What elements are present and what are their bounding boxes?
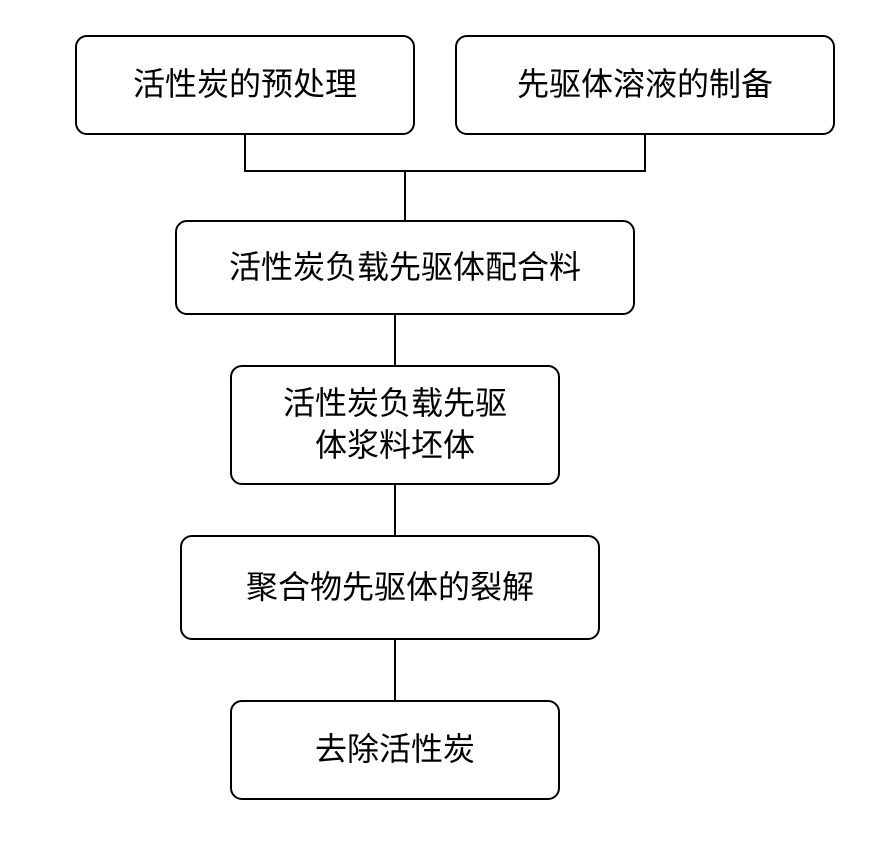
flowchart-container: 活性炭的预处理 先驱体溶液的制备 活性炭负载先驱体配合料 活性炭负载先驱 体浆料… (0, 0, 879, 859)
connector (394, 485, 396, 535)
flowchart-node-pretreatment: 活性炭的预处理 (75, 35, 415, 135)
node-label: 去除活性炭 (315, 729, 475, 771)
connector (394, 315, 396, 365)
connector (394, 640, 396, 700)
node-label: 聚合物先驱体的裂解 (246, 567, 534, 609)
node-label: 先驱体溶液的制备 (517, 64, 773, 106)
connector (244, 170, 646, 172)
flowchart-node-slurry: 活性炭负载先驱 体浆料坯体 (230, 365, 560, 485)
connector (404, 170, 406, 220)
flowchart-node-removal: 去除活性炭 (230, 700, 560, 800)
flowchart-node-loading: 活性炭负载先驱体配合料 (175, 220, 635, 315)
connector (244, 135, 246, 171)
node-label: 活性炭负载先驱体配合料 (229, 247, 581, 289)
node-label: 活性炭的预处理 (133, 64, 357, 106)
flowchart-node-precursor-prep: 先驱体溶液的制备 (455, 35, 835, 135)
connector (644, 135, 646, 171)
flowchart-node-pyrolysis: 聚合物先驱体的裂解 (180, 535, 600, 640)
node-label: 活性炭负载先驱 体浆料坯体 (283, 383, 507, 466)
